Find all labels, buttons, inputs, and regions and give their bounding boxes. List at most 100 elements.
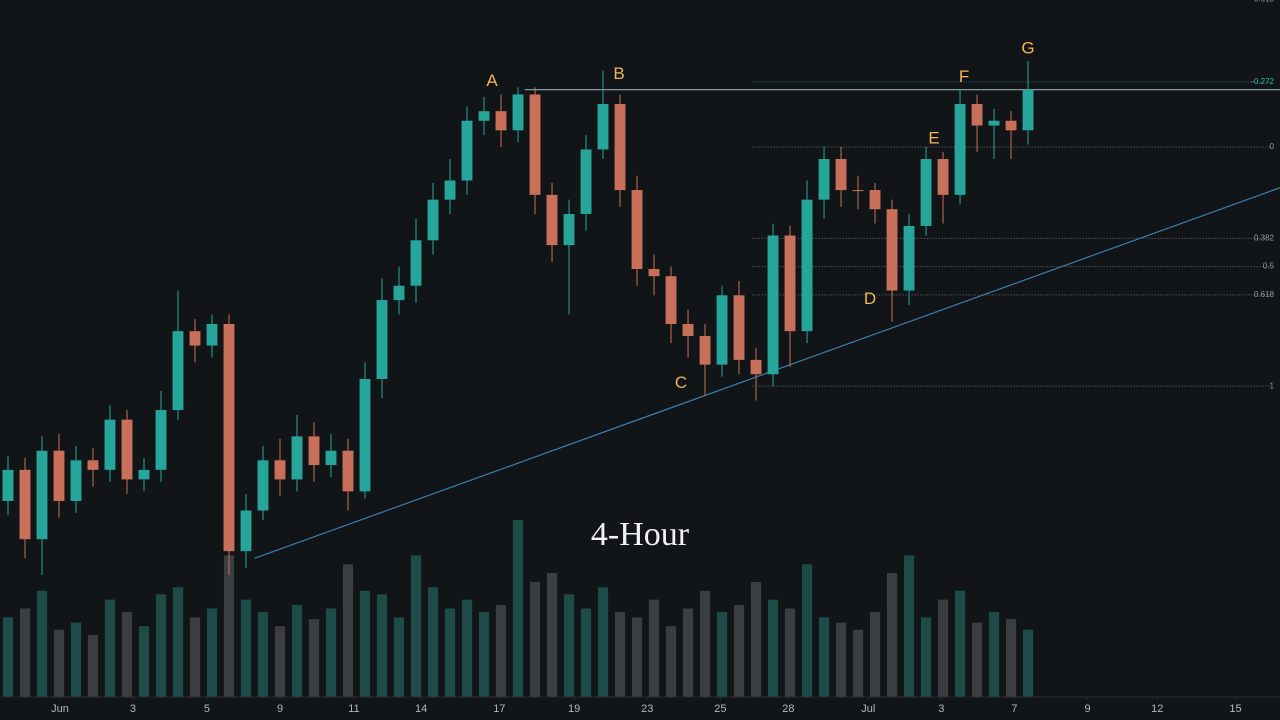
candle-body bbox=[308, 436, 320, 466]
candle-body bbox=[291, 436, 303, 480]
candle-body bbox=[971, 104, 983, 126]
candle-body bbox=[2, 469, 14, 501]
volume-bar bbox=[580, 608, 592, 697]
volume-bar bbox=[920, 617, 932, 697]
candle-body bbox=[988, 120, 1000, 126]
volume-bar bbox=[36, 590, 48, 697]
x-tick-label: Jun bbox=[51, 703, 69, 715]
pattern-point-label: A bbox=[486, 71, 498, 90]
volume-bar bbox=[750, 581, 762, 697]
drawn-line bbox=[254, 187, 1280, 559]
candle-body bbox=[546, 194, 558, 246]
candle-body bbox=[155, 410, 167, 470]
timeframe-annotation: 4-Hour bbox=[591, 516, 690, 553]
candle-body bbox=[801, 199, 813, 332]
volume-bar bbox=[19, 608, 31, 697]
candle-body bbox=[274, 460, 286, 480]
candle-body bbox=[206, 323, 218, 346]
volume-bar bbox=[444, 608, 456, 697]
volume-bar bbox=[189, 617, 201, 697]
candle-body bbox=[53, 450, 65, 501]
candle-body bbox=[903, 225, 915, 291]
candle-body bbox=[87, 460, 99, 470]
pattern-point-label: D bbox=[864, 289, 876, 308]
candle-body bbox=[614, 104, 626, 191]
volume-bar bbox=[223, 555, 235, 697]
candle-body bbox=[835, 159, 847, 191]
candle-body bbox=[359, 378, 371, 492]
volume-bar bbox=[53, 629, 65, 697]
volume-bar bbox=[461, 599, 473, 697]
x-tick-label: 5 bbox=[204, 703, 210, 715]
volume-bar bbox=[478, 612, 490, 697]
volume-bar bbox=[682, 608, 694, 697]
volume-bar bbox=[427, 587, 439, 697]
candle-body bbox=[665, 276, 677, 324]
volume-bar bbox=[206, 608, 218, 697]
candle-body bbox=[1005, 120, 1017, 131]
x-tick-label: 25 bbox=[714, 703, 726, 715]
volume-bar bbox=[325, 608, 337, 697]
x-tick-label: 11 bbox=[348, 703, 359, 715]
fib-level-label: 0.382 bbox=[1254, 234, 1275, 243]
volume-bar bbox=[614, 612, 626, 697]
volume-bar bbox=[87, 635, 99, 697]
candle-body bbox=[257, 460, 269, 511]
volume-bar bbox=[716, 612, 728, 697]
candle-body bbox=[818, 159, 830, 200]
volume-bar bbox=[597, 587, 609, 697]
candle-body bbox=[733, 295, 745, 360]
candle-body bbox=[342, 450, 354, 492]
candle-body bbox=[563, 214, 575, 246]
pattern-point-label: G bbox=[1021, 38, 1034, 57]
x-tick-label: 23 bbox=[641, 703, 653, 715]
volume-bar bbox=[699, 590, 711, 697]
candle-body bbox=[121, 419, 133, 480]
candle-body bbox=[376, 300, 388, 379]
volume-bar bbox=[121, 612, 133, 697]
volume-bar bbox=[869, 612, 881, 697]
volume-bar bbox=[784, 608, 796, 697]
x-tick-label: 28 bbox=[782, 703, 794, 715]
candle-body bbox=[597, 104, 609, 150]
volume-bar bbox=[648, 599, 660, 697]
volume-bar bbox=[342, 564, 354, 697]
candle-body bbox=[223, 323, 235, 552]
candle-body bbox=[325, 450, 337, 466]
candle-body bbox=[767, 235, 779, 375]
volume-bar bbox=[104, 599, 116, 697]
candle-body bbox=[886, 209, 898, 291]
candle-body bbox=[410, 240, 422, 286]
fib-level-label: -0.272 bbox=[1251, 77, 1274, 86]
volume-bar bbox=[971, 622, 983, 697]
volume-bar bbox=[818, 617, 830, 697]
x-tick-label: 7 bbox=[1011, 703, 1017, 715]
volume-bar bbox=[733, 604, 745, 697]
candle-body bbox=[852, 190, 864, 192]
candle-body bbox=[138, 469, 150, 480]
volume-bar bbox=[665, 626, 677, 697]
pattern-point-label: E bbox=[928, 129, 939, 148]
volume-bar bbox=[546, 573, 558, 697]
candle-body bbox=[19, 469, 31, 540]
x-tick-label: 19 bbox=[568, 703, 580, 715]
volume-bar bbox=[240, 599, 252, 697]
pattern-point-label: F bbox=[959, 67, 969, 86]
volume-bar bbox=[155, 594, 167, 697]
label-layer: A B C D E F G bbox=[486, 38, 1034, 392]
volume-bar bbox=[937, 599, 949, 697]
candle-body bbox=[869, 190, 881, 210]
volume-bar bbox=[886, 573, 898, 697]
volume-layer bbox=[2, 520, 1034, 697]
volume-bar bbox=[291, 604, 303, 697]
candle-body bbox=[784, 235, 796, 332]
volume-bar bbox=[512, 520, 524, 697]
volume-bar bbox=[274, 626, 286, 697]
x-tick-label: 3 bbox=[130, 703, 136, 715]
x-axis: Jun 3 5 9 11 14 17 19 23 25 28 Jul 3 7 9 12 15 bbox=[51, 697, 1242, 715]
volume-bar bbox=[359, 590, 371, 697]
volume-bar bbox=[410, 555, 422, 697]
